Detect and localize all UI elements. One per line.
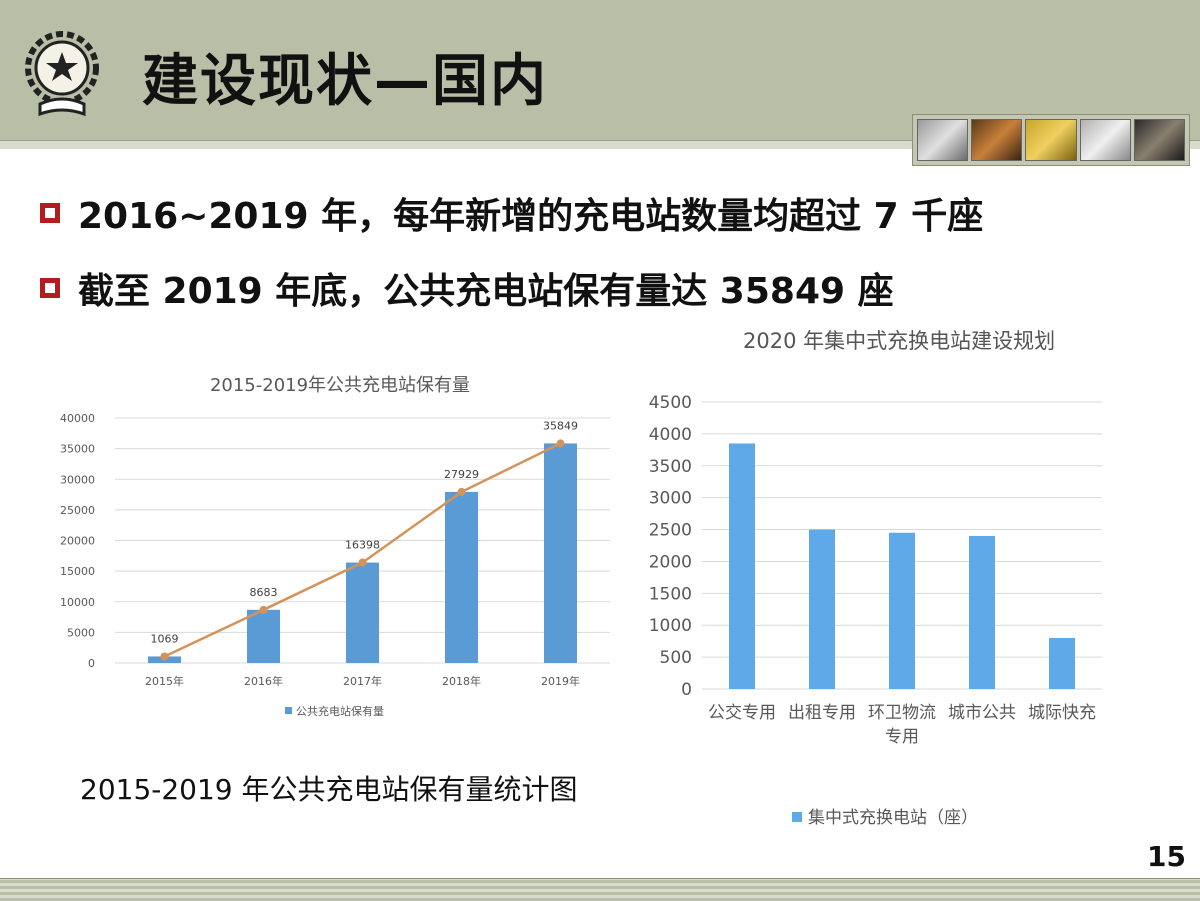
y-tick-label: 20000 [60, 535, 95, 548]
bullet-marker-icon [40, 203, 60, 223]
right-chart-subtitle: 2020 年集中式充换电站建设规划 [743, 329, 1056, 353]
chart-title: 2015-2019年公共充电站保有量 [210, 375, 470, 396]
bullet-text: 截至 2019 年底，公共充电站保有量达 35849 座 [78, 271, 894, 312]
bar [1049, 637, 1075, 689]
bar [247, 609, 280, 663]
legend-label: 集中式充换电站（座） [808, 808, 978, 828]
y-tick-label: 25000 [60, 504, 95, 517]
thumb-image-2 [971, 119, 1023, 161]
x-tick-label: 2019年 [541, 674, 580, 688]
bullet-1: 2016~2019 年，每年新增的充电站数量均超过 7 千座 [40, 187, 983, 239]
header-photo-strip [912, 114, 1190, 166]
y-tick-label: 10000 [60, 596, 95, 609]
bar [544, 443, 577, 663]
y-tick-label: 40000 [60, 412, 95, 425]
x-tick-label: 城市公共 [948, 703, 1016, 723]
y-tick-label: 35000 [60, 443, 95, 456]
left-chart-caption: 2015-2019 年公共充电站保有量统计图 [80, 773, 578, 806]
y-tick-label: 4000 [649, 425, 692, 445]
thumb-image-4 [1079, 119, 1131, 161]
thumb-image-3 [1025, 119, 1077, 161]
thumb-image-1 [917, 119, 969, 161]
page-number: 15 [1147, 840, 1186, 873]
legend-swatch [792, 812, 802, 822]
bar [969, 535, 995, 689]
slide-footer [0, 878, 1200, 901]
y-tick-label: 2500 [649, 521, 692, 541]
slide-title: 建设现状—国内 [142, 49, 548, 114]
line-point [457, 487, 466, 496]
bullet-2: 截至 2019 年底，公共充电站保有量达 35849 座 [40, 262, 894, 314]
data-label: 8683 [250, 586, 278, 599]
data-label: 1069 [151, 632, 179, 645]
line-point [556, 439, 565, 448]
x-tick-label: 2016年 [244, 674, 283, 688]
right-chart: 0 500 1000 1500 2000 2500 3000 3500 4000 4500 公交专用… [649, 393, 1102, 828]
y-tick-label: 2000 [649, 552, 692, 572]
bar [729, 443, 755, 689]
x-tick-label: 专用 [885, 727, 919, 747]
thumb-image-5 [1133, 119, 1186, 161]
left-chart: 2015-2019年公共充电站保有量 0 5000 10000 15000 20000 2… [40, 355, 640, 735]
x-tick-label: 公交专用 [708, 703, 776, 723]
x-tick-label: 2015年 [145, 674, 184, 688]
legend-swatch [285, 707, 292, 714]
x-tick-label: 2018年 [442, 674, 481, 688]
header-divider [0, 140, 1200, 149]
bullet-marker-icon [40, 278, 60, 298]
y-tick-label: 1000 [649, 616, 692, 636]
legend-label: 公共充电站保有量 [296, 704, 384, 718]
line-point [160, 652, 169, 661]
bar [445, 491, 478, 663]
x-tick-label: 出租专用 [788, 703, 856, 723]
y-tick-label: 3000 [649, 489, 692, 509]
y-tick-label: 30000 [60, 473, 95, 486]
bar [346, 562, 379, 663]
bar [889, 532, 915, 689]
y-tick-label: 5000 [67, 626, 95, 639]
x-tick-label: 2017年 [343, 674, 382, 688]
line-point [358, 558, 367, 567]
data-label: 35849 [543, 419, 578, 432]
x-tick-label: 环卫物流 [868, 703, 936, 723]
y-tick-label: 15000 [60, 565, 95, 578]
y-tick-label: 3500 [649, 457, 692, 477]
data-label: 27929 [444, 468, 479, 481]
y-tick-label: 0 [88, 657, 95, 670]
y-tick-label: 1500 [649, 584, 692, 604]
emblem-icon [25, 31, 99, 117]
bar [809, 529, 835, 689]
y-tick-label: 500 [660, 648, 692, 668]
y-tick-label: 0 [681, 680, 692, 700]
bullet-text: 2016~2019 年，每年新增的充电站数量均超过 7 千座 [78, 196, 984, 237]
line-point [259, 605, 268, 614]
x-tick-label: 城际快充 [1028, 703, 1096, 723]
y-tick-label: 4500 [649, 393, 692, 413]
data-label: 16398 [345, 539, 380, 552]
